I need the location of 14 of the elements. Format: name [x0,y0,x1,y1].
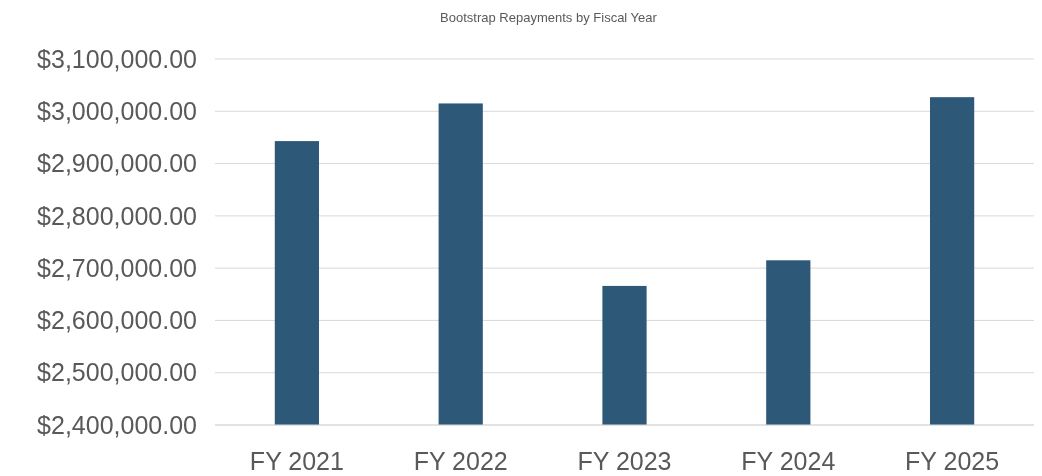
x-tick-label: FY 2021 [249,447,344,475]
y-tick-label: $2,800,000.00 [37,201,197,230]
x-tick-label: FY 2023 [577,447,672,475]
y-tick-label: $2,700,000.00 [37,253,197,282]
y-tick-label: $3,000,000.00 [37,97,197,126]
y-tick-label: $2,600,000.00 [37,306,197,335]
x-tick-label: FY 2025 [905,447,1000,475]
y-tick-label: $3,100,000.00 [37,44,197,73]
y-tick-label: $2,400,000.00 [37,410,197,439]
chart-title: Bootstrap Repayments by Fiscal Year [440,10,658,25]
x-tick-label: FY 2022 [413,447,508,475]
x-tick-label: FY 2024 [741,447,836,475]
y-tick-label: $2,900,000.00 [37,149,197,178]
y-tick-label: $2,500,000.00 [37,358,197,387]
